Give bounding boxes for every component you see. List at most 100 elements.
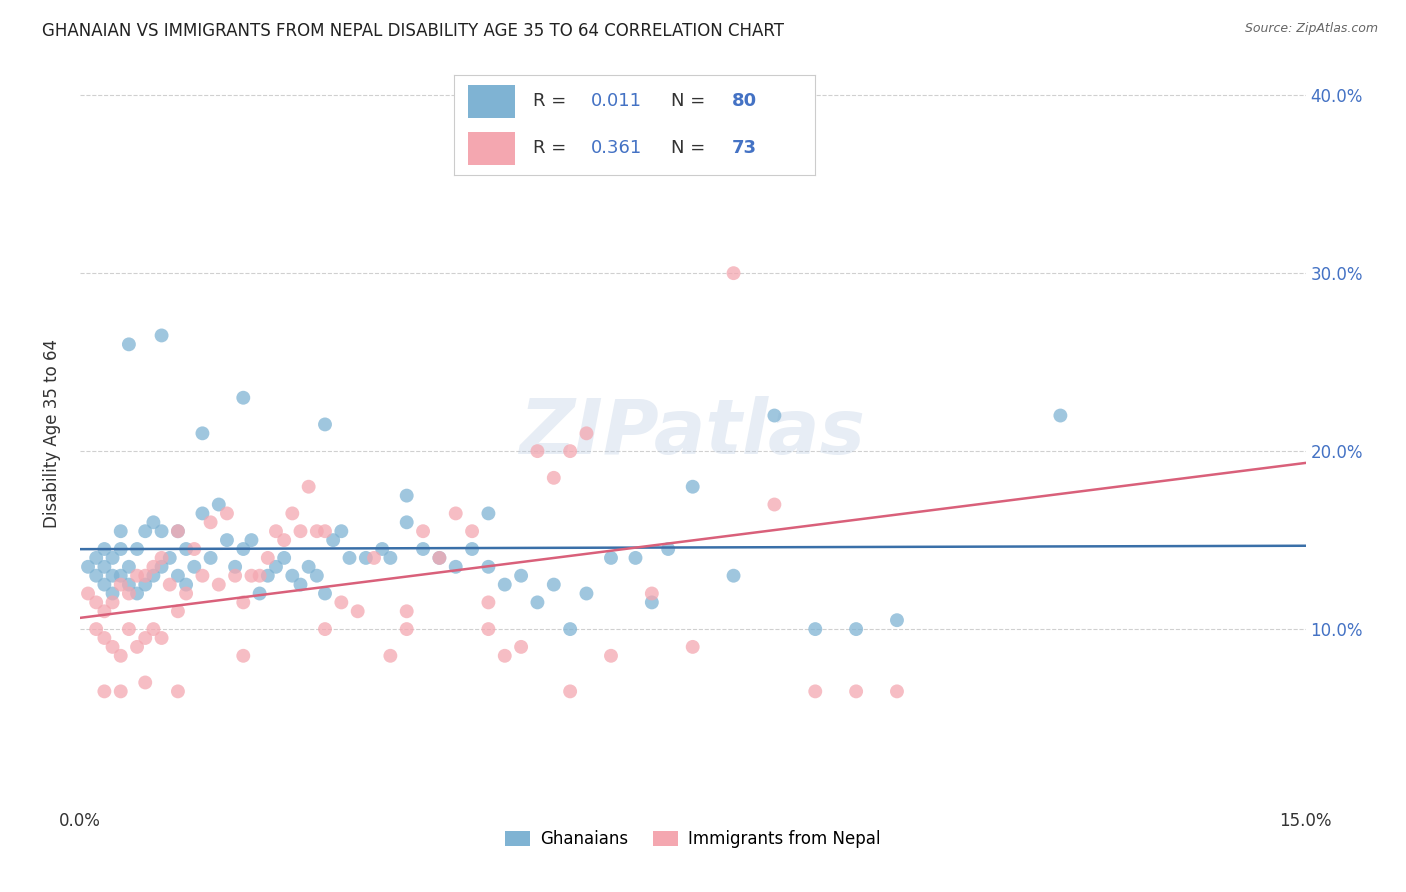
Point — [84, 550, 107, 565]
Point — [558, 444, 581, 458]
Legend: Ghanaians, Immigrants from Nepal: Ghanaians, Immigrants from Nepal — [498, 823, 887, 855]
Point — [845, 684, 868, 698]
Point — [134, 577, 156, 591]
Point — [543, 471, 565, 485]
Point — [526, 444, 548, 458]
Point — [575, 586, 598, 600]
Point — [444, 559, 467, 574]
Point — [477, 622, 499, 636]
Point — [159, 550, 181, 565]
Point — [93, 684, 115, 698]
Point — [371, 541, 394, 556]
Point — [110, 541, 132, 556]
Point — [84, 595, 107, 609]
Point — [159, 577, 181, 591]
Point — [1049, 409, 1071, 423]
Point — [339, 550, 361, 565]
Point — [444, 507, 467, 521]
Point — [93, 577, 115, 591]
Point — [110, 577, 132, 591]
Point — [330, 595, 353, 609]
Point — [118, 622, 141, 636]
Point — [298, 480, 321, 494]
Point — [191, 507, 214, 521]
Point — [429, 550, 451, 565]
Point — [264, 524, 287, 539]
Text: GHANAIAN VS IMMIGRANTS FROM NEPAL DISABILITY AGE 35 TO 64 CORRELATION CHART: GHANAIAN VS IMMIGRANTS FROM NEPAL DISABI… — [42, 22, 785, 40]
Point — [346, 604, 368, 618]
Point — [305, 568, 328, 582]
Point — [224, 568, 246, 582]
Point — [461, 524, 484, 539]
Point — [118, 337, 141, 351]
Point — [101, 595, 124, 609]
Point — [682, 640, 704, 654]
Point — [575, 426, 598, 441]
Point — [125, 640, 148, 654]
Point — [526, 595, 548, 609]
Point — [264, 559, 287, 574]
Point — [167, 568, 190, 582]
Point — [886, 613, 908, 627]
Point — [477, 595, 499, 609]
Point — [118, 586, 141, 600]
Y-axis label: Disability Age 35 to 64: Disability Age 35 to 64 — [44, 339, 60, 528]
Point — [84, 622, 107, 636]
Point — [354, 550, 377, 565]
Point — [93, 604, 115, 618]
Point — [232, 595, 254, 609]
Point — [134, 568, 156, 582]
Point — [494, 577, 516, 591]
Point — [110, 648, 132, 663]
Text: Source: ZipAtlas.com: Source: ZipAtlas.com — [1244, 22, 1378, 36]
Point — [314, 524, 336, 539]
Point — [125, 541, 148, 556]
Point — [110, 524, 132, 539]
Point — [281, 507, 304, 521]
Point — [174, 586, 197, 600]
Point — [273, 533, 295, 548]
Point — [224, 559, 246, 574]
Point — [208, 577, 231, 591]
Point — [150, 559, 173, 574]
Point — [845, 622, 868, 636]
Point — [395, 622, 418, 636]
Text: ZIPatlas: ZIPatlas — [520, 396, 866, 470]
Point — [273, 550, 295, 565]
Point — [150, 631, 173, 645]
Point — [110, 568, 132, 582]
Point — [886, 684, 908, 698]
Point — [395, 489, 418, 503]
Point — [118, 559, 141, 574]
Point — [624, 550, 647, 565]
Point — [494, 648, 516, 663]
Point — [461, 541, 484, 556]
Point — [110, 684, 132, 698]
Point — [134, 675, 156, 690]
Point — [256, 568, 278, 582]
Point — [118, 577, 141, 591]
Point — [395, 604, 418, 618]
Point — [240, 533, 263, 548]
Point — [134, 631, 156, 645]
Point — [93, 541, 115, 556]
Point — [298, 559, 321, 574]
Point — [174, 541, 197, 556]
Point — [429, 550, 451, 565]
Point — [249, 586, 271, 600]
Point — [142, 559, 165, 574]
Point — [101, 640, 124, 654]
Point — [412, 541, 434, 556]
Point — [641, 586, 664, 600]
Point — [101, 568, 124, 582]
Point — [510, 568, 533, 582]
Point — [167, 604, 190, 618]
Point — [558, 684, 581, 698]
Point — [363, 550, 385, 565]
Point — [125, 568, 148, 582]
Point — [101, 586, 124, 600]
Point — [167, 684, 190, 698]
Point — [804, 684, 827, 698]
Point — [290, 577, 312, 591]
Point — [142, 516, 165, 530]
